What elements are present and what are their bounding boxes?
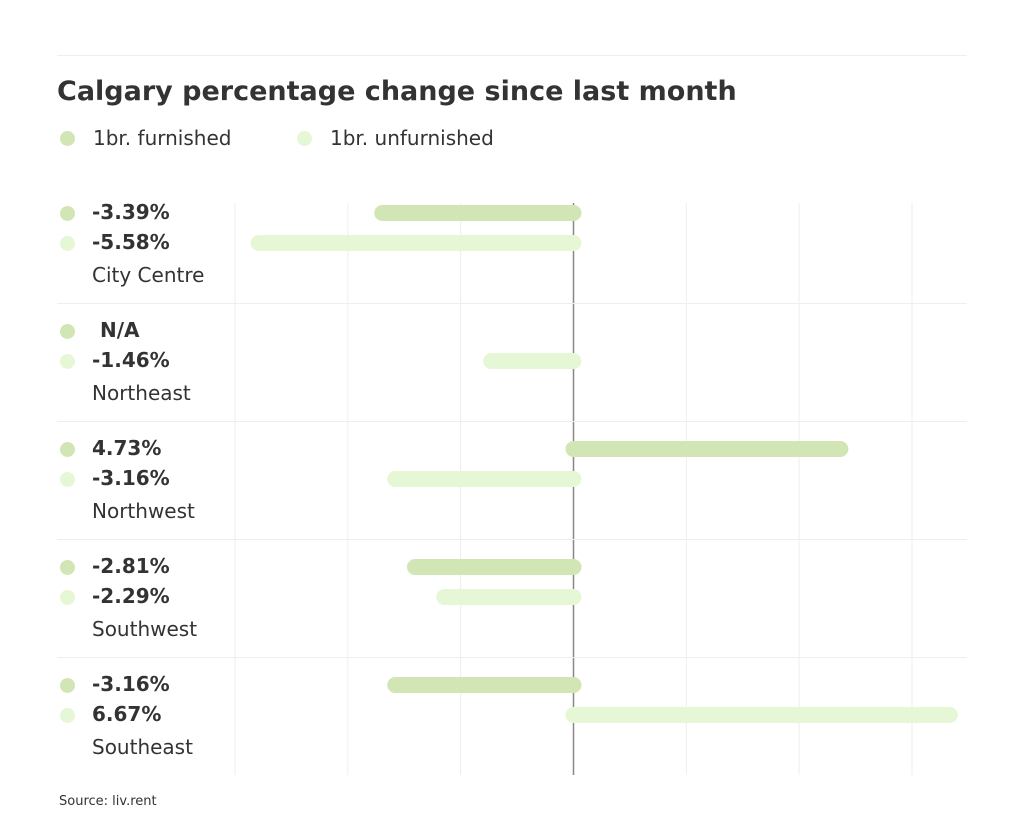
category-label: Southwest [92, 617, 198, 641]
category-label: City Centre [92, 263, 205, 287]
series-dot [60, 472, 75, 487]
series-dot [60, 206, 75, 221]
series-dot [60, 708, 75, 723]
top-divider [57, 55, 967, 56]
legend-dot-furnished [60, 130, 75, 146]
data-label: -3.16% [92, 466, 170, 490]
chart-title: Calgary percentage change since last mon… [57, 76, 737, 107]
data-label: -2.81% [92, 554, 170, 578]
legend-dot-unfurnished [297, 130, 312, 146]
legend-label: 1br. unfurnished [330, 126, 494, 150]
row-divider [57, 539, 967, 540]
data-label: -3.39% [92, 200, 170, 224]
series-dot [60, 354, 75, 369]
row-divider [57, 657, 967, 658]
data-label: -3.16% [92, 672, 170, 696]
legend-item-unfurnished: 1br. unfurnished [297, 126, 494, 150]
category-label: Northeast [92, 381, 191, 405]
series-dot [60, 678, 75, 693]
source-note: Source: liv.rent [59, 794, 157, 809]
legend-item-furnished: 1br. furnished [60, 126, 231, 150]
data-label: 4.73% [92, 436, 162, 460]
legend-label: 1br. furnished [93, 126, 232, 150]
row-divider [57, 303, 967, 304]
data-label: N/A [100, 318, 140, 342]
category-label: Northwest [92, 499, 195, 523]
series-dot [60, 324, 75, 339]
data-label: -5.58% [92, 230, 170, 254]
data-label: 6.67% [92, 702, 162, 726]
data-label: -2.29% [92, 584, 170, 608]
series-dot [60, 560, 75, 575]
category-label: Southeast [92, 735, 193, 759]
data-label: -1.46% [92, 348, 170, 372]
series-dot [60, 590, 75, 605]
series-dot [60, 442, 75, 457]
series-dot [60, 236, 75, 251]
row-divider [57, 421, 967, 422]
